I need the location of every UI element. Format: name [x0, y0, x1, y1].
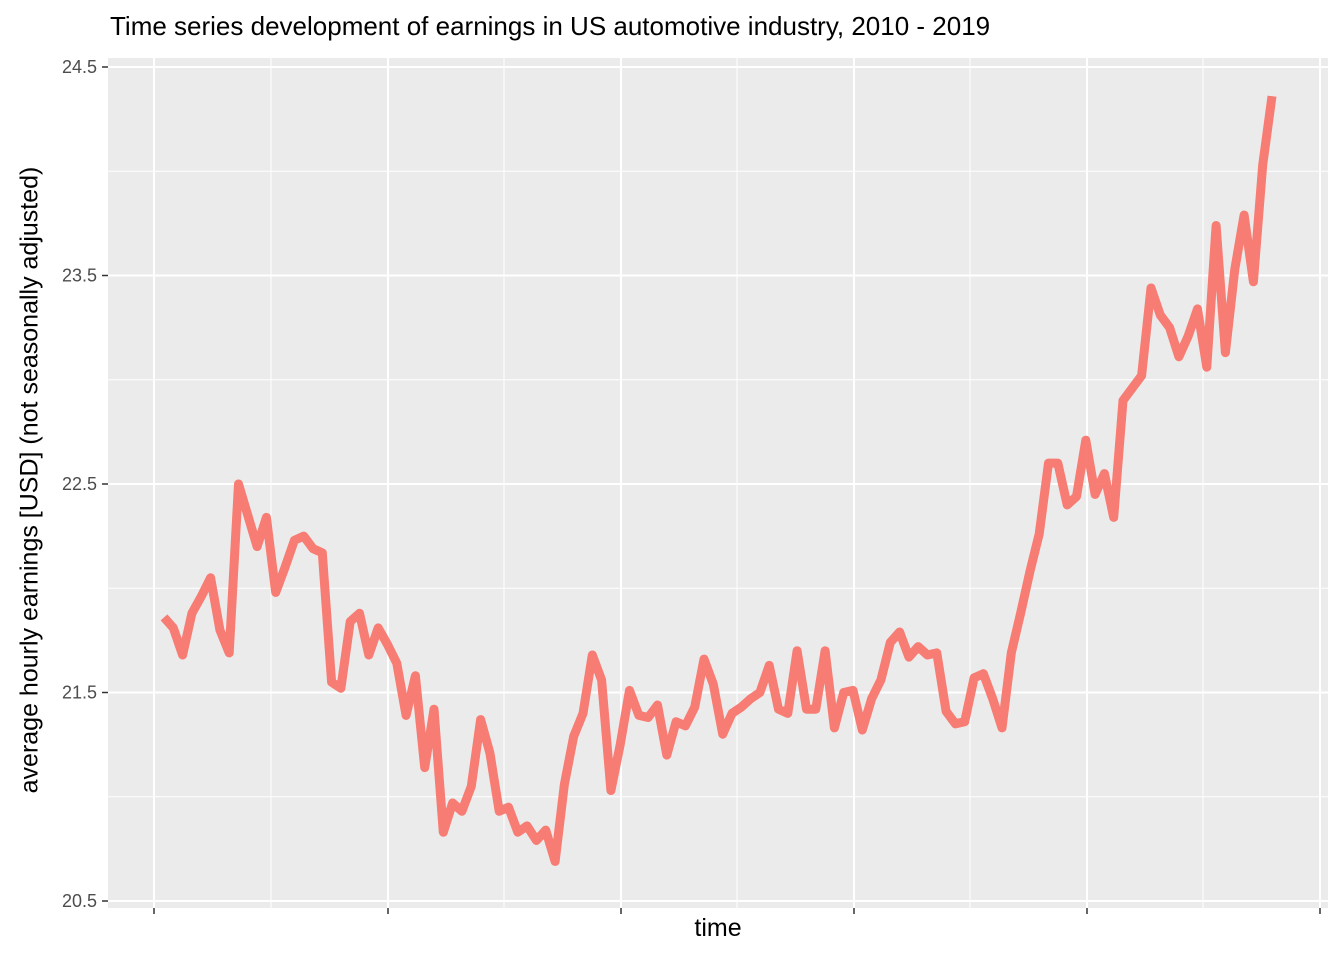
series-line-group	[160, 95, 1277, 866]
x-axis-label: time	[694, 914, 742, 942]
y-tick-label: 21.5	[62, 683, 97, 703]
series-line-earnings	[160, 95, 1277, 866]
y-axis: 20.5 21.5 22.5 23.5 24.5	[62, 57, 108, 911]
gridlines	[108, 58, 1328, 908]
chart-title: Time series development of earnings in U…	[110, 11, 991, 41]
y-tick-label: 24.5	[62, 57, 97, 77]
x-axis	[153, 908, 1321, 914]
y-tick-label: 22.5	[62, 474, 97, 494]
y-tick-label: 20.5	[62, 891, 97, 911]
y-tick-label: 23.5	[62, 266, 97, 286]
